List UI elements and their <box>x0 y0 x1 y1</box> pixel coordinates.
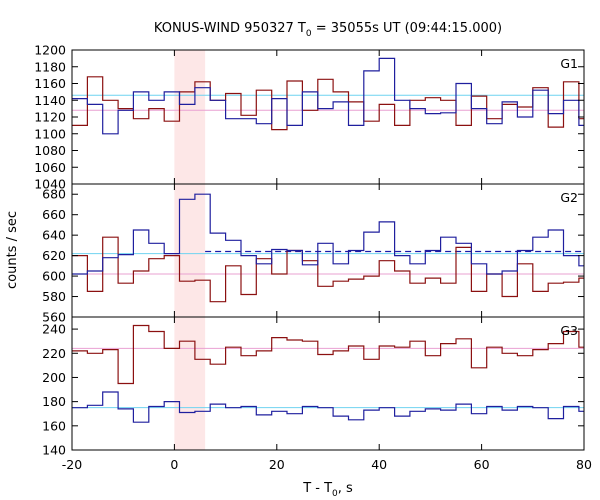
xtick-label: 0 <box>170 457 178 472</box>
g3-series-blue <box>72 391 584 423</box>
xtick-label: 80 <box>576 457 592 472</box>
g3-ytick-label: 180 <box>42 394 66 409</box>
g3-ytick-label: 220 <box>42 346 66 361</box>
g1-ytick-label: 1200 <box>34 43 66 58</box>
g1-series-blue <box>72 57 584 135</box>
xtick-label: 40 <box>371 457 387 472</box>
g2-ytick-label: 640 <box>42 228 66 243</box>
g2-ytick-label: 600 <box>42 269 66 284</box>
g2-series-red <box>72 236 584 303</box>
xtick-label: 60 <box>474 457 490 472</box>
g3-ytick-label: 140 <box>42 443 66 458</box>
g1-ytick-label: 1120 <box>34 110 66 125</box>
g1-ytick-label: 1140 <box>34 93 66 108</box>
g1-ytick-label: 1100 <box>34 126 66 141</box>
g2-ytick-label: 560 <box>42 310 66 325</box>
g3-ytick-label: 240 <box>42 322 66 337</box>
g3-ytick-label: 200 <box>42 370 66 385</box>
series-layer <box>72 57 584 423</box>
g2-panel-label: G2 <box>560 190 578 205</box>
g3-panel-label: G3 <box>560 323 578 338</box>
g1-ytick-label: 1080 <box>34 143 66 158</box>
g2-ytick-label: 680 <box>42 187 66 202</box>
chart-title: KONUS-WIND 950327 T0 = 35055s UT (09:44:… <box>154 21 502 39</box>
reference-lines <box>72 94 584 409</box>
g2-ytick-label: 620 <box>42 248 66 263</box>
g2-ytick-label: 660 <box>42 207 66 222</box>
xtick-label: -20 <box>62 457 82 472</box>
xtick-label: 20 <box>269 457 285 472</box>
g3-panel-frame <box>71 316 585 451</box>
g1-series-red <box>72 76 584 131</box>
x-axis-label: T - T0, s <box>302 481 353 499</box>
g2-series-blue <box>72 193 584 275</box>
g3-ytick-label: 160 <box>42 418 66 433</box>
tick-labels: 104010601080110011201140116011801200G156… <box>34 43 592 473</box>
g1-ytick-label: 1060 <box>34 160 66 175</box>
g1-ytick-label: 1040 <box>34 177 66 192</box>
g1-ytick-label: 1160 <box>34 76 66 91</box>
tick-marks <box>71 49 585 451</box>
g3-series-red <box>72 324 584 385</box>
g1-ytick-label: 1180 <box>34 59 66 74</box>
g2-ytick-label: 580 <box>42 289 66 304</box>
g1-panel-label: G1 <box>560 56 578 71</box>
y-axis-label: counts / sec <box>5 211 20 289</box>
